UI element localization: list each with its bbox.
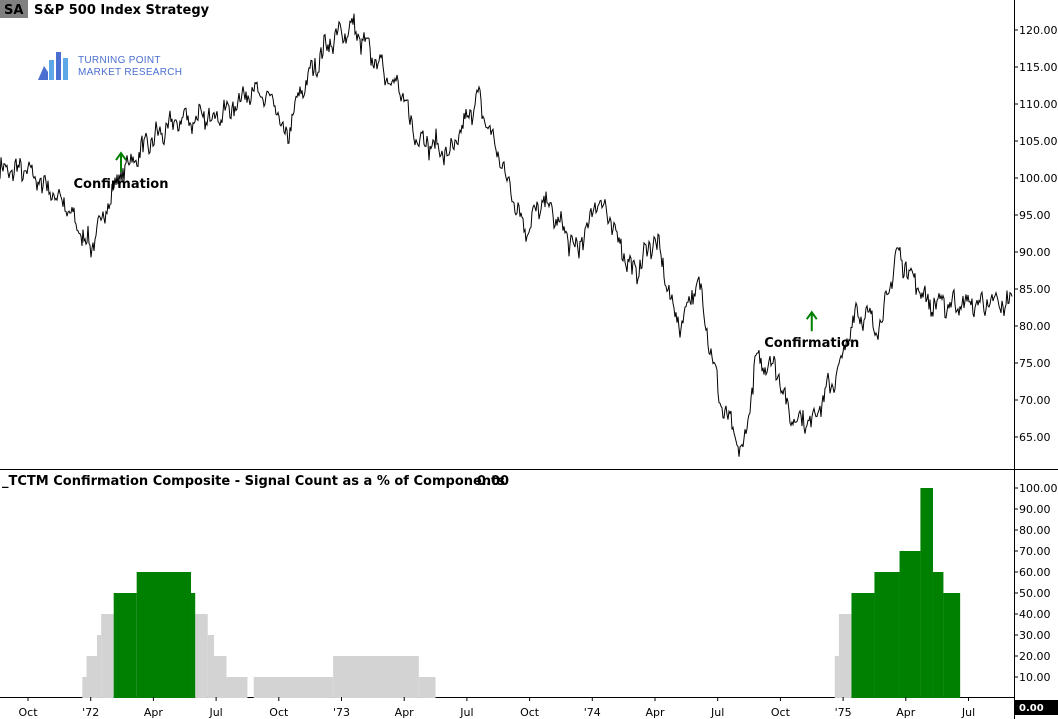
- date-tick-label: Oct: [269, 706, 289, 719]
- price-tick-label: 65.00: [1019, 431, 1051, 444]
- date-tick-label: Oct: [520, 706, 540, 719]
- date-tick-label: Jul: [208, 706, 222, 719]
- date-axis: Oct '72 Apr Jul Oct '73 Apr Jul Oct '74 Apr Jul Oct '…: [18, 697, 975, 719]
- signal-bar-green: [943, 593, 961, 698]
- signal-bar-gray: [214, 656, 227, 698]
- date-tick-label: Apr: [144, 706, 164, 719]
- price-axis: 120.00 115.00 110.00 105.00 100.00 95.00 90.00…: [1014, 24, 1058, 444]
- confirmation-label: Confirmation: [74, 177, 169, 192]
- logo-line-2: MARKET RESEARCH: [78, 67, 182, 78]
- signal-bar-green: [874, 572, 900, 698]
- chart-title: S&P 500 Index Strategy: [34, 3, 210, 18]
- price-tick-label: 95.00: [1019, 209, 1051, 222]
- signal-tick-label: 40.00: [1019, 608, 1051, 621]
- date-tick-label: Jul: [459, 706, 473, 719]
- price-tick-label: 75.00: [1019, 357, 1051, 370]
- date-tick-label: Jul: [710, 706, 724, 719]
- signal-last-value: 0.00: [477, 474, 509, 489]
- price-tick-label: 85.00: [1019, 283, 1051, 296]
- signal-tick-label: 20.00: [1019, 650, 1051, 663]
- date-tick-label: '75: [835, 706, 852, 719]
- company-logo: TURNING POINT MARKET RESEARCH: [38, 52, 182, 80]
- date-tick-label: '72: [82, 706, 99, 719]
- signal-bar-gray: [333, 656, 419, 698]
- price-tick-label: 105.00: [1019, 135, 1058, 148]
- signal-bar-gray: [96, 635, 102, 698]
- signal-title: _TCTM Confirmation Composite - Signal Co…: [2, 474, 505, 489]
- signal-bar-gray: [195, 614, 208, 698]
- date-tick-label: '73: [333, 706, 350, 719]
- signal-bar-green: [899, 551, 921, 698]
- signal-bar-green: [932, 572, 944, 698]
- date-tick-label: Jul: [961, 706, 975, 719]
- signal-tick-label: 60.00: [1019, 566, 1051, 579]
- signal-tick-label: 70.00: [1019, 545, 1051, 558]
- signal-bar-green: [191, 593, 196, 698]
- confirmation-arrow-icon: [115, 151, 127, 173]
- signal-bar-gray: [226, 677, 248, 698]
- ticker-symbol: SA: [4, 3, 23, 18]
- signal-panel-header: _TCTM Confirmation Composite - Signal Co…: [2, 474, 509, 489]
- confirmation-label: Confirmation: [764, 336, 859, 351]
- signal-bar-green: [113, 593, 137, 698]
- price-tick-label: 80.00: [1019, 320, 1051, 333]
- signal-bar-gray: [207, 635, 215, 698]
- signal-tick-label: 80.00: [1019, 524, 1051, 537]
- signal-bar-green: [136, 572, 192, 698]
- signal-tick-label: 90.00: [1019, 503, 1051, 516]
- price-tick-label: 110.00: [1019, 98, 1058, 111]
- signal-bar-gray: [834, 656, 839, 698]
- last-value-badge: [1015, 700, 1058, 715]
- signal-tick-label: 10.00: [1019, 671, 1051, 684]
- date-tick-label: Oct: [771, 706, 791, 719]
- signal-bar-gray: [838, 614, 852, 698]
- logo-line-1: TURNING POINT: [78, 55, 161, 66]
- price-tick-label: 70.00: [1019, 394, 1051, 407]
- date-tick-label: Apr: [395, 706, 415, 719]
- price-tick-label: 115.00: [1019, 61, 1058, 74]
- chart-header: SA S&P 500 Index Strategy: [0, 0, 210, 18]
- signal-bar-gray: [253, 677, 334, 698]
- confirmation-arrow-icon: [805, 310, 818, 332]
- signal-tick-label: 50.00: [1019, 587, 1051, 600]
- signal-bar-gray: [86, 656, 97, 698]
- price-tick-label: 90.00: [1019, 246, 1051, 259]
- signal-bar-green: [920, 488, 933, 698]
- signal-bar-gray: [101, 614, 114, 698]
- confirmation-annotations: Confirmation Confirmation: [74, 151, 859, 351]
- logo-bars-icon: [38, 52, 68, 80]
- ticker-badge: [0, 0, 28, 18]
- signal-tick-label: 100.00: [1019, 482, 1058, 495]
- price-tick-label: 100.00: [1019, 172, 1058, 185]
- date-tick-label: '74: [584, 706, 601, 719]
- signal-axis: 100.00 90.00 80.00 70.00 60.00 50.00 40.00 30.0…: [1014, 482, 1058, 715]
- signal-tick-label: 30.00: [1019, 629, 1051, 642]
- signal-bar-gray: [82, 677, 87, 698]
- price-series-line: [0, 13, 1013, 457]
- signal-bar-gray: [418, 677, 436, 698]
- last-value-badge-label: 0.00: [1019, 703, 1044, 714]
- price-tick-label: 120.00: [1019, 24, 1058, 37]
- date-tick-label: Apr: [896, 706, 916, 719]
- signal-bar-green: [851, 593, 875, 698]
- date-tick-label: Apr: [645, 706, 665, 719]
- signal-bars: [82, 488, 961, 698]
- date-tick-label: Oct: [18, 706, 38, 719]
